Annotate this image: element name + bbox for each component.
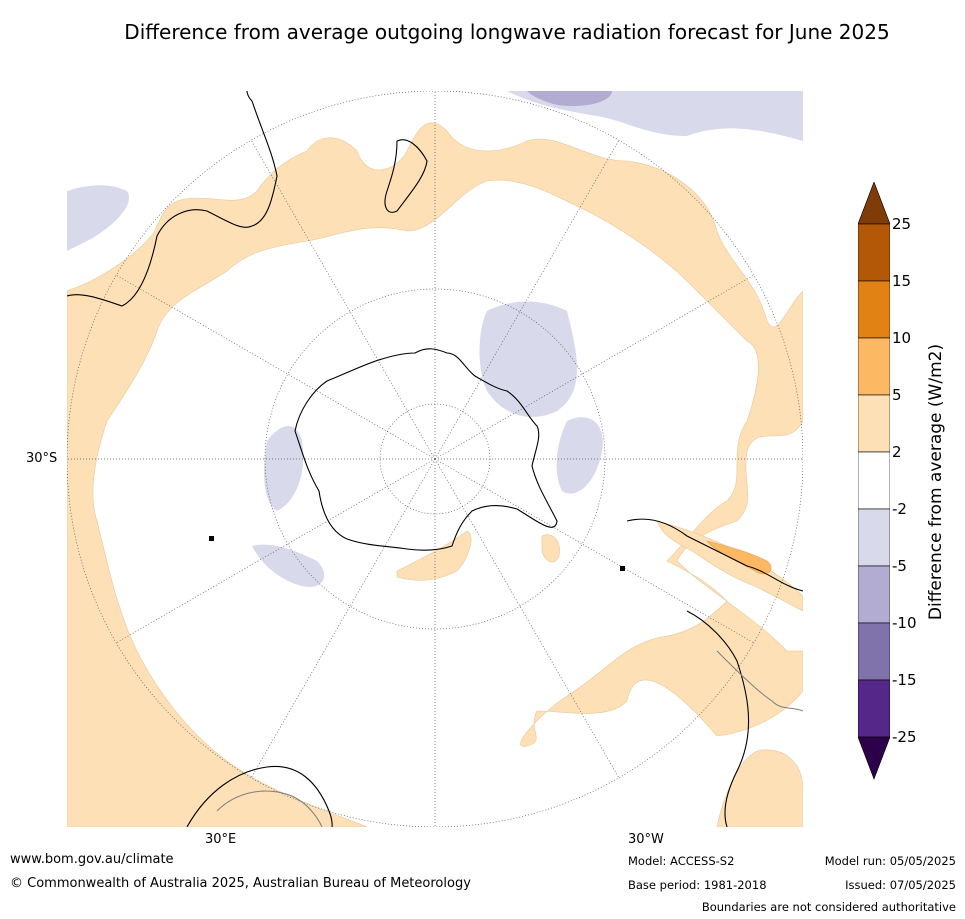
negative-anomaly-area-weddell-sea xyxy=(479,301,577,417)
southern-africa-coastline xyxy=(186,765,333,827)
colorbar-tick-label: -5 xyxy=(892,557,907,575)
colorbar-tick-label: -2 xyxy=(892,500,907,518)
colorbar-tick-label: 25 xyxy=(892,215,912,233)
map-title: Difference from average outgoing longwav… xyxy=(124,20,890,44)
colorbar-segment xyxy=(857,679,891,738)
antarctica-coastline xyxy=(294,348,558,551)
colorbar-tick-label: -15 xyxy=(892,671,917,689)
south-america-coastline xyxy=(626,518,803,827)
colorbar-tick-label: -25 xyxy=(892,728,917,746)
colorbar-segment xyxy=(857,337,891,396)
footer-boundaries-note: Boundaries are not considered authoritat… xyxy=(701,900,956,914)
colorbar-tick-label: 2 xyxy=(892,443,902,461)
colorbar-segment xyxy=(857,622,891,681)
island-marker xyxy=(209,536,214,541)
negative-anomaly-area-atlantic xyxy=(556,417,603,494)
colorbar-label: Difference from average (W/m2) xyxy=(926,343,946,621)
negative-anomaly-area-indian-south xyxy=(252,544,325,587)
map-canvas xyxy=(67,91,803,827)
positive-anomaly-area-pacific xyxy=(656,520,803,612)
australia-coastline xyxy=(67,91,278,307)
longitude-label-30e: 30°E xyxy=(205,832,237,847)
positive-anomaly-area-south-america xyxy=(716,749,803,827)
colorbar-extend-min xyxy=(857,736,891,780)
negative-anomaly-area-indian xyxy=(264,426,304,511)
colorbar-tick-label: 10 xyxy=(892,329,912,347)
colorbar-segment xyxy=(857,223,891,282)
footer-issued: Issued: 07/05/2025 xyxy=(845,878,956,892)
colorbar-segment xyxy=(857,394,891,453)
footer-base-period: Base period: 1981-2018 xyxy=(628,878,767,892)
footer-copyright: © Commonwealth of Australia 2025, Austra… xyxy=(10,876,471,891)
colorbar xyxy=(857,181,891,782)
footer-website[interactable]: www.bom.gov.au/climate xyxy=(10,852,174,867)
south-america-boundary xyxy=(716,650,803,712)
island-marker xyxy=(620,566,625,571)
colorbar-svg xyxy=(857,181,891,780)
footer-model: Model: ACCESS-S2 xyxy=(628,854,735,868)
southern-africa-boundary xyxy=(216,790,323,827)
colorbar-segment xyxy=(857,280,891,339)
latitude-label-30s: 30°S xyxy=(26,451,58,466)
colorbar-segment xyxy=(857,451,891,510)
positive-anomaly-area-weddell xyxy=(541,534,560,563)
colorbar-segment xyxy=(857,508,891,567)
positive-anomaly-area-west xyxy=(67,122,803,827)
colorbar-tick-label: -10 xyxy=(892,614,917,632)
longitude-label-30w: 30°W xyxy=(628,832,664,847)
colorbar-tick-label: 15 xyxy=(892,272,912,290)
colorbar-segment xyxy=(857,565,891,624)
graticule xyxy=(67,91,803,827)
new-zealand-coastline xyxy=(384,139,428,213)
negative-anomaly-area-northwest xyxy=(67,185,129,251)
colorbar-tick-label: 5 xyxy=(892,386,902,404)
colorbar-extend-max xyxy=(857,181,891,225)
footer-model-run: Model run: 05/05/2025 xyxy=(824,854,956,868)
negative-anomaly-strong xyxy=(527,91,612,107)
olr-anomaly-map[interactable] xyxy=(67,91,803,827)
